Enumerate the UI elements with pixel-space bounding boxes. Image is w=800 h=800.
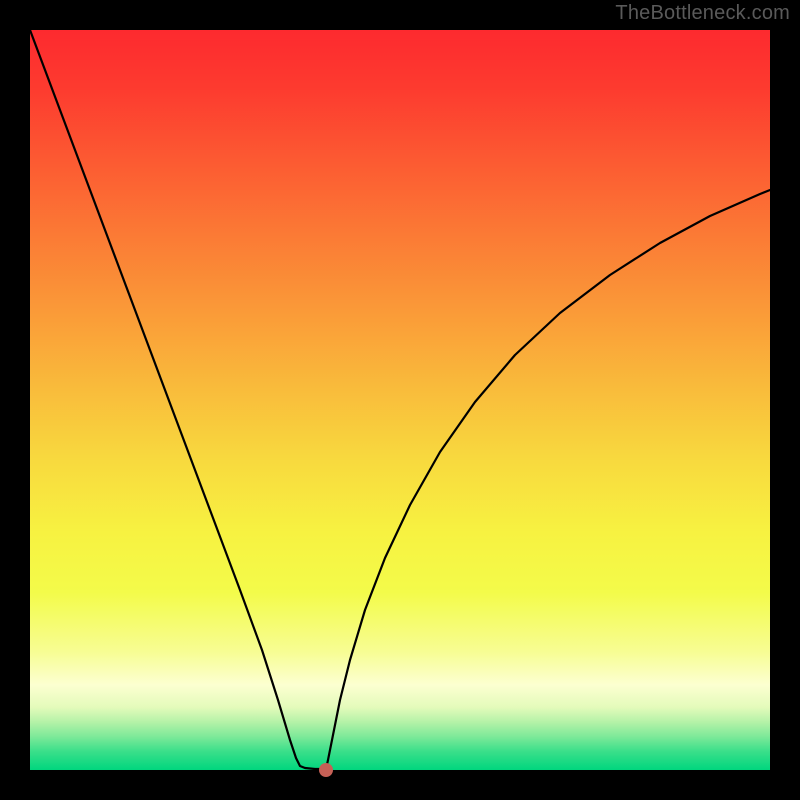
- optimum-marker: [319, 763, 333, 777]
- attribution-label: TheBottleneck.com: [615, 2, 790, 25]
- bottleneck-chart: [0, 0, 800, 800]
- plot-background: [30, 30, 770, 770]
- chart-container: TheBottleneck.com: [0, 0, 800, 800]
